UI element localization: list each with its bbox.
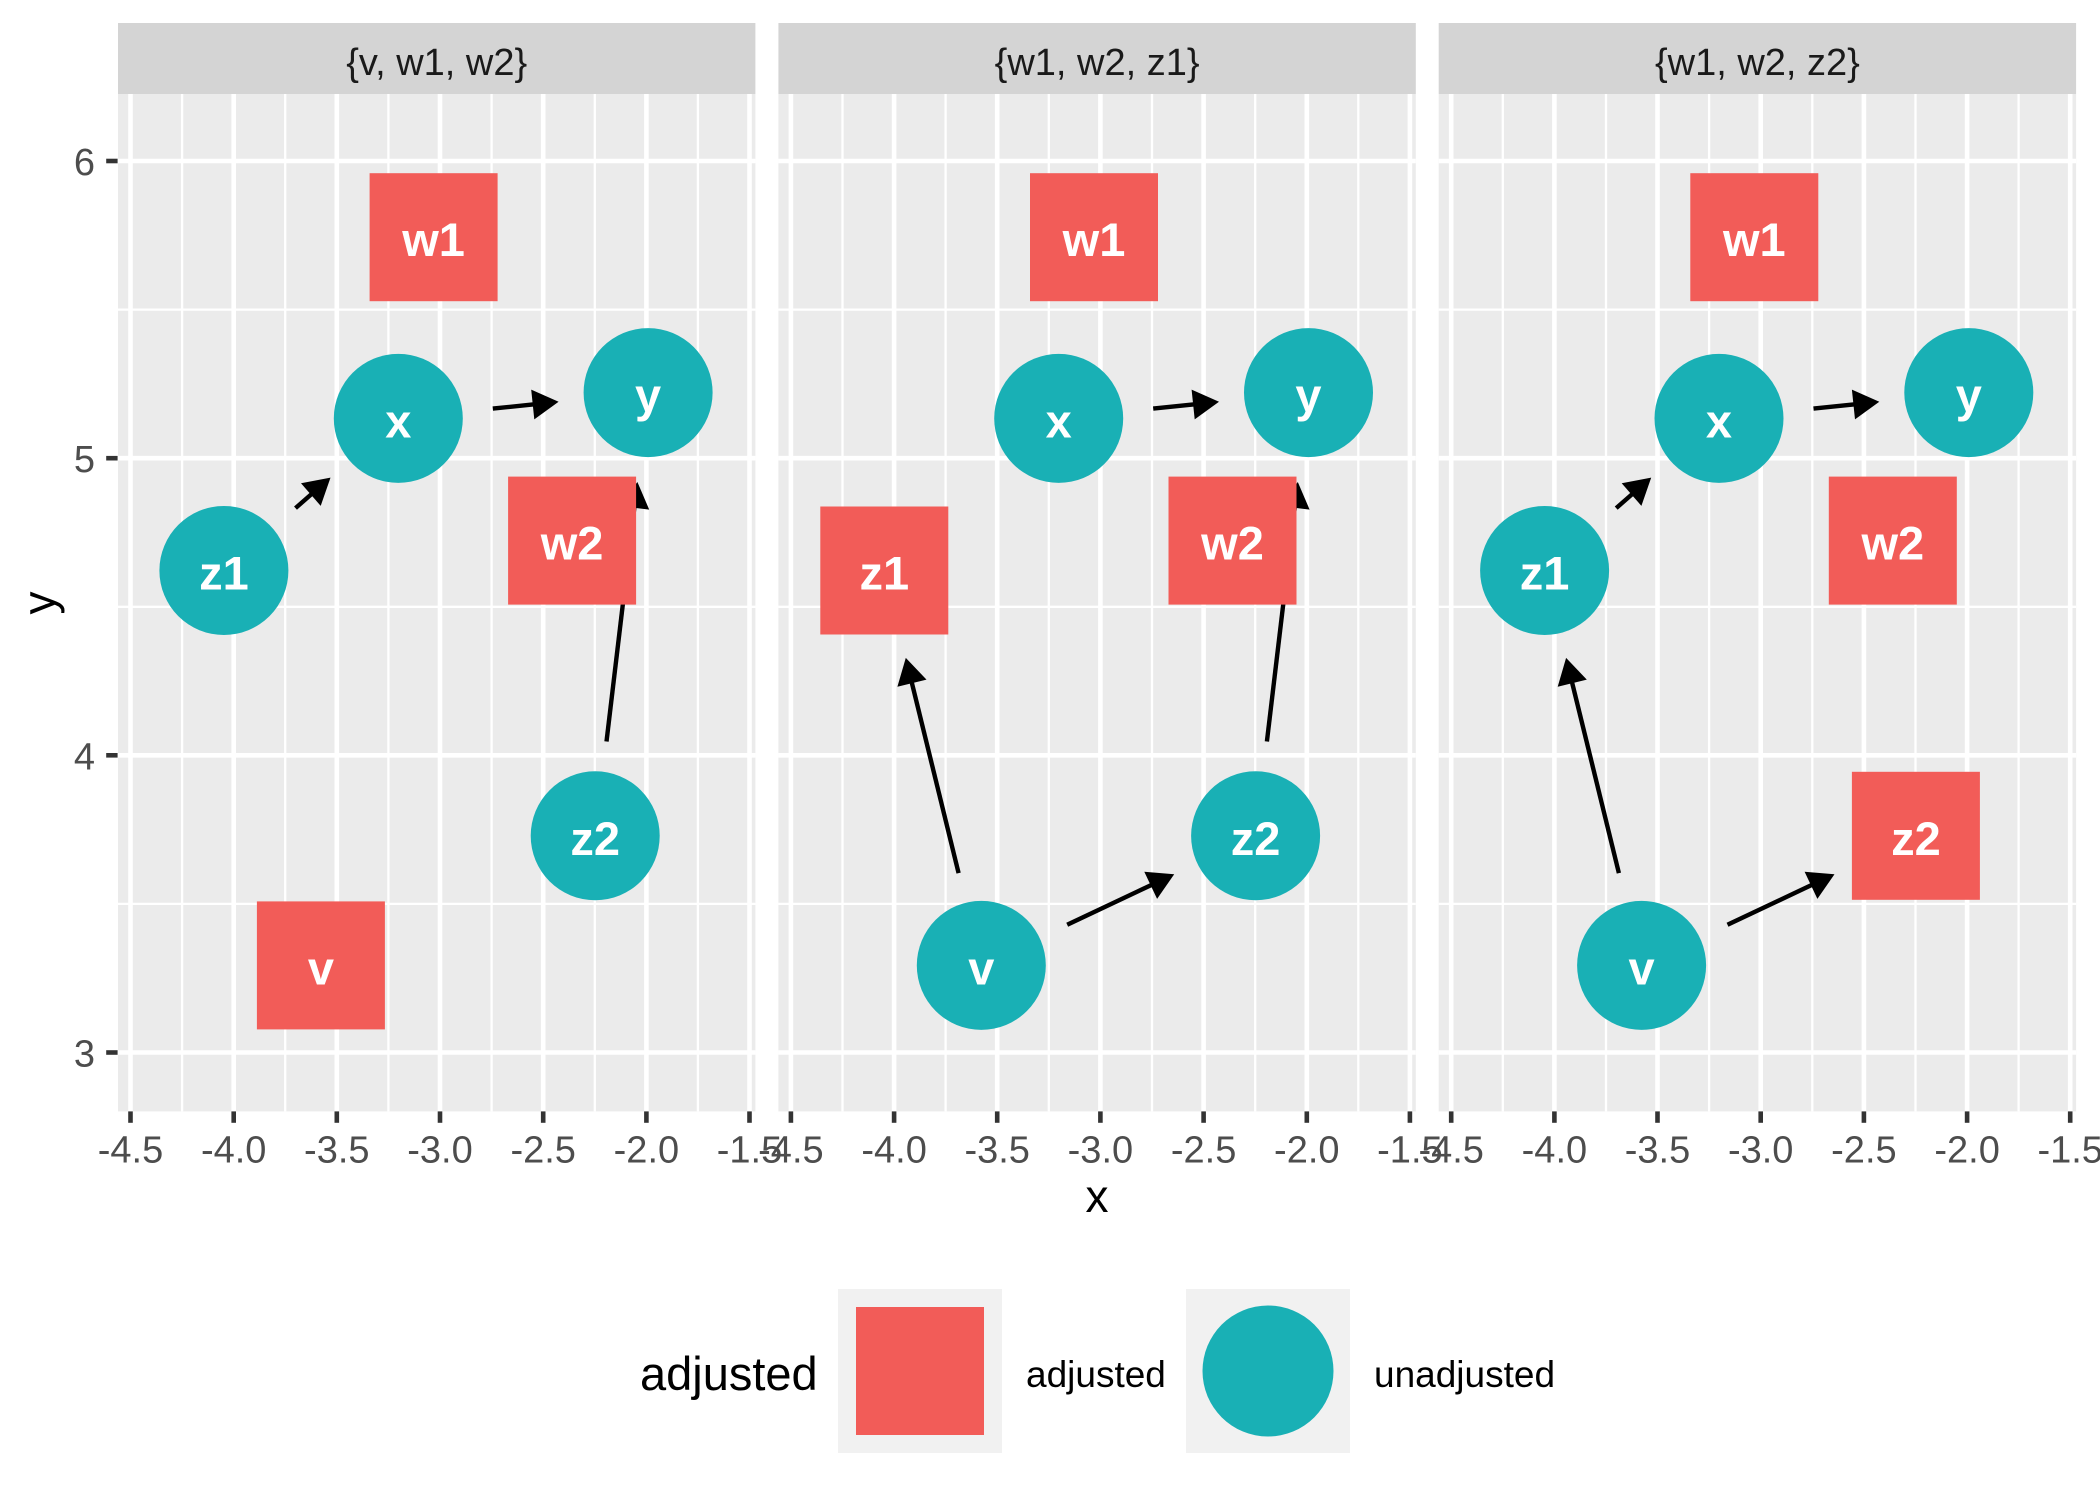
svg-text:-2.0: -2.0 (1274, 1129, 1339, 1171)
svg-text:-4.0: -4.0 (1522, 1129, 1587, 1171)
svg-text:6: 6 (74, 142, 95, 184)
svg-text:-2.5: -2.5 (1831, 1129, 1896, 1171)
svg-text:-4.5: -4.5 (98, 1129, 163, 1171)
svg-text:-3.5: -3.5 (964, 1129, 1029, 1171)
svg-text:-3.5: -3.5 (1625, 1129, 1690, 1171)
svg-text:-1.5: -1.5 (717, 1129, 782, 1171)
svg-text:-2.0: -2.0 (614, 1129, 679, 1171)
svg-text:y: y (1956, 369, 1982, 422)
svg-text:x: x (1046, 394, 1072, 447)
svg-text:{w1, w2, z2}: {w1, w2, z2} (1655, 42, 1860, 84)
svg-text:w2: w2 (1860, 517, 1924, 570)
svg-text:-4.5: -4.5 (758, 1129, 823, 1171)
svg-text:-4.5: -4.5 (1418, 1129, 1483, 1171)
svg-text:-2.5: -2.5 (1171, 1129, 1236, 1171)
svg-text:z1: z1 (859, 547, 909, 600)
svg-text:-4.0: -4.0 (861, 1129, 926, 1171)
svg-text:v: v (968, 941, 994, 994)
svg-text:-4.0: -4.0 (201, 1129, 266, 1171)
svg-text:y: y (1295, 369, 1321, 422)
svg-text:{v, w1, w2}: {v, w1, w2} (346, 42, 527, 84)
svg-text:{w1, w2, z1}: {w1, w2, z1} (995, 42, 1200, 84)
svg-text:z1: z1 (1520, 547, 1570, 600)
svg-text:w2: w2 (540, 517, 604, 570)
svg-text:x: x (385, 394, 411, 447)
svg-text:-3.5: -3.5 (304, 1129, 369, 1171)
svg-text:z2: z2 (1231, 812, 1281, 865)
svg-text:-1.5: -1.5 (1377, 1129, 1442, 1171)
svg-text:z2: z2 (1891, 812, 1941, 865)
svg-text:3: 3 (74, 1034, 95, 1076)
svg-text:x: x (1706, 394, 1732, 447)
svg-text:w1: w1 (1062, 213, 1126, 266)
svg-text:y: y (13, 592, 65, 615)
svg-text:-2.5: -2.5 (510, 1129, 575, 1171)
svg-text:4: 4 (74, 736, 95, 778)
svg-text:z1: z1 (199, 547, 249, 600)
svg-text:w1: w1 (1722, 213, 1786, 266)
svg-text:-3.0: -3.0 (407, 1129, 472, 1171)
svg-text:v: v (1629, 941, 1655, 994)
svg-text:w2: w2 (1200, 517, 1264, 570)
svg-text:-1.5: -1.5 (2037, 1129, 2100, 1171)
svg-text:v: v (308, 941, 334, 994)
svg-text:y: y (635, 369, 661, 422)
svg-text:-2.0: -2.0 (1934, 1129, 1999, 1171)
svg-text:z2: z2 (570, 812, 620, 865)
svg-text:unadjusted: unadjusted (1374, 1354, 1555, 1395)
svg-text:5: 5 (74, 439, 95, 481)
svg-text:x: x (1086, 1170, 1109, 1222)
svg-text:w1: w1 (401, 213, 465, 266)
svg-text:-3.0: -3.0 (1728, 1129, 1793, 1171)
svg-text:adjusted: adjusted (1026, 1354, 1166, 1395)
svg-text:adjusted: adjusted (640, 1347, 818, 1400)
svg-text:-3.0: -3.0 (1068, 1129, 1133, 1171)
